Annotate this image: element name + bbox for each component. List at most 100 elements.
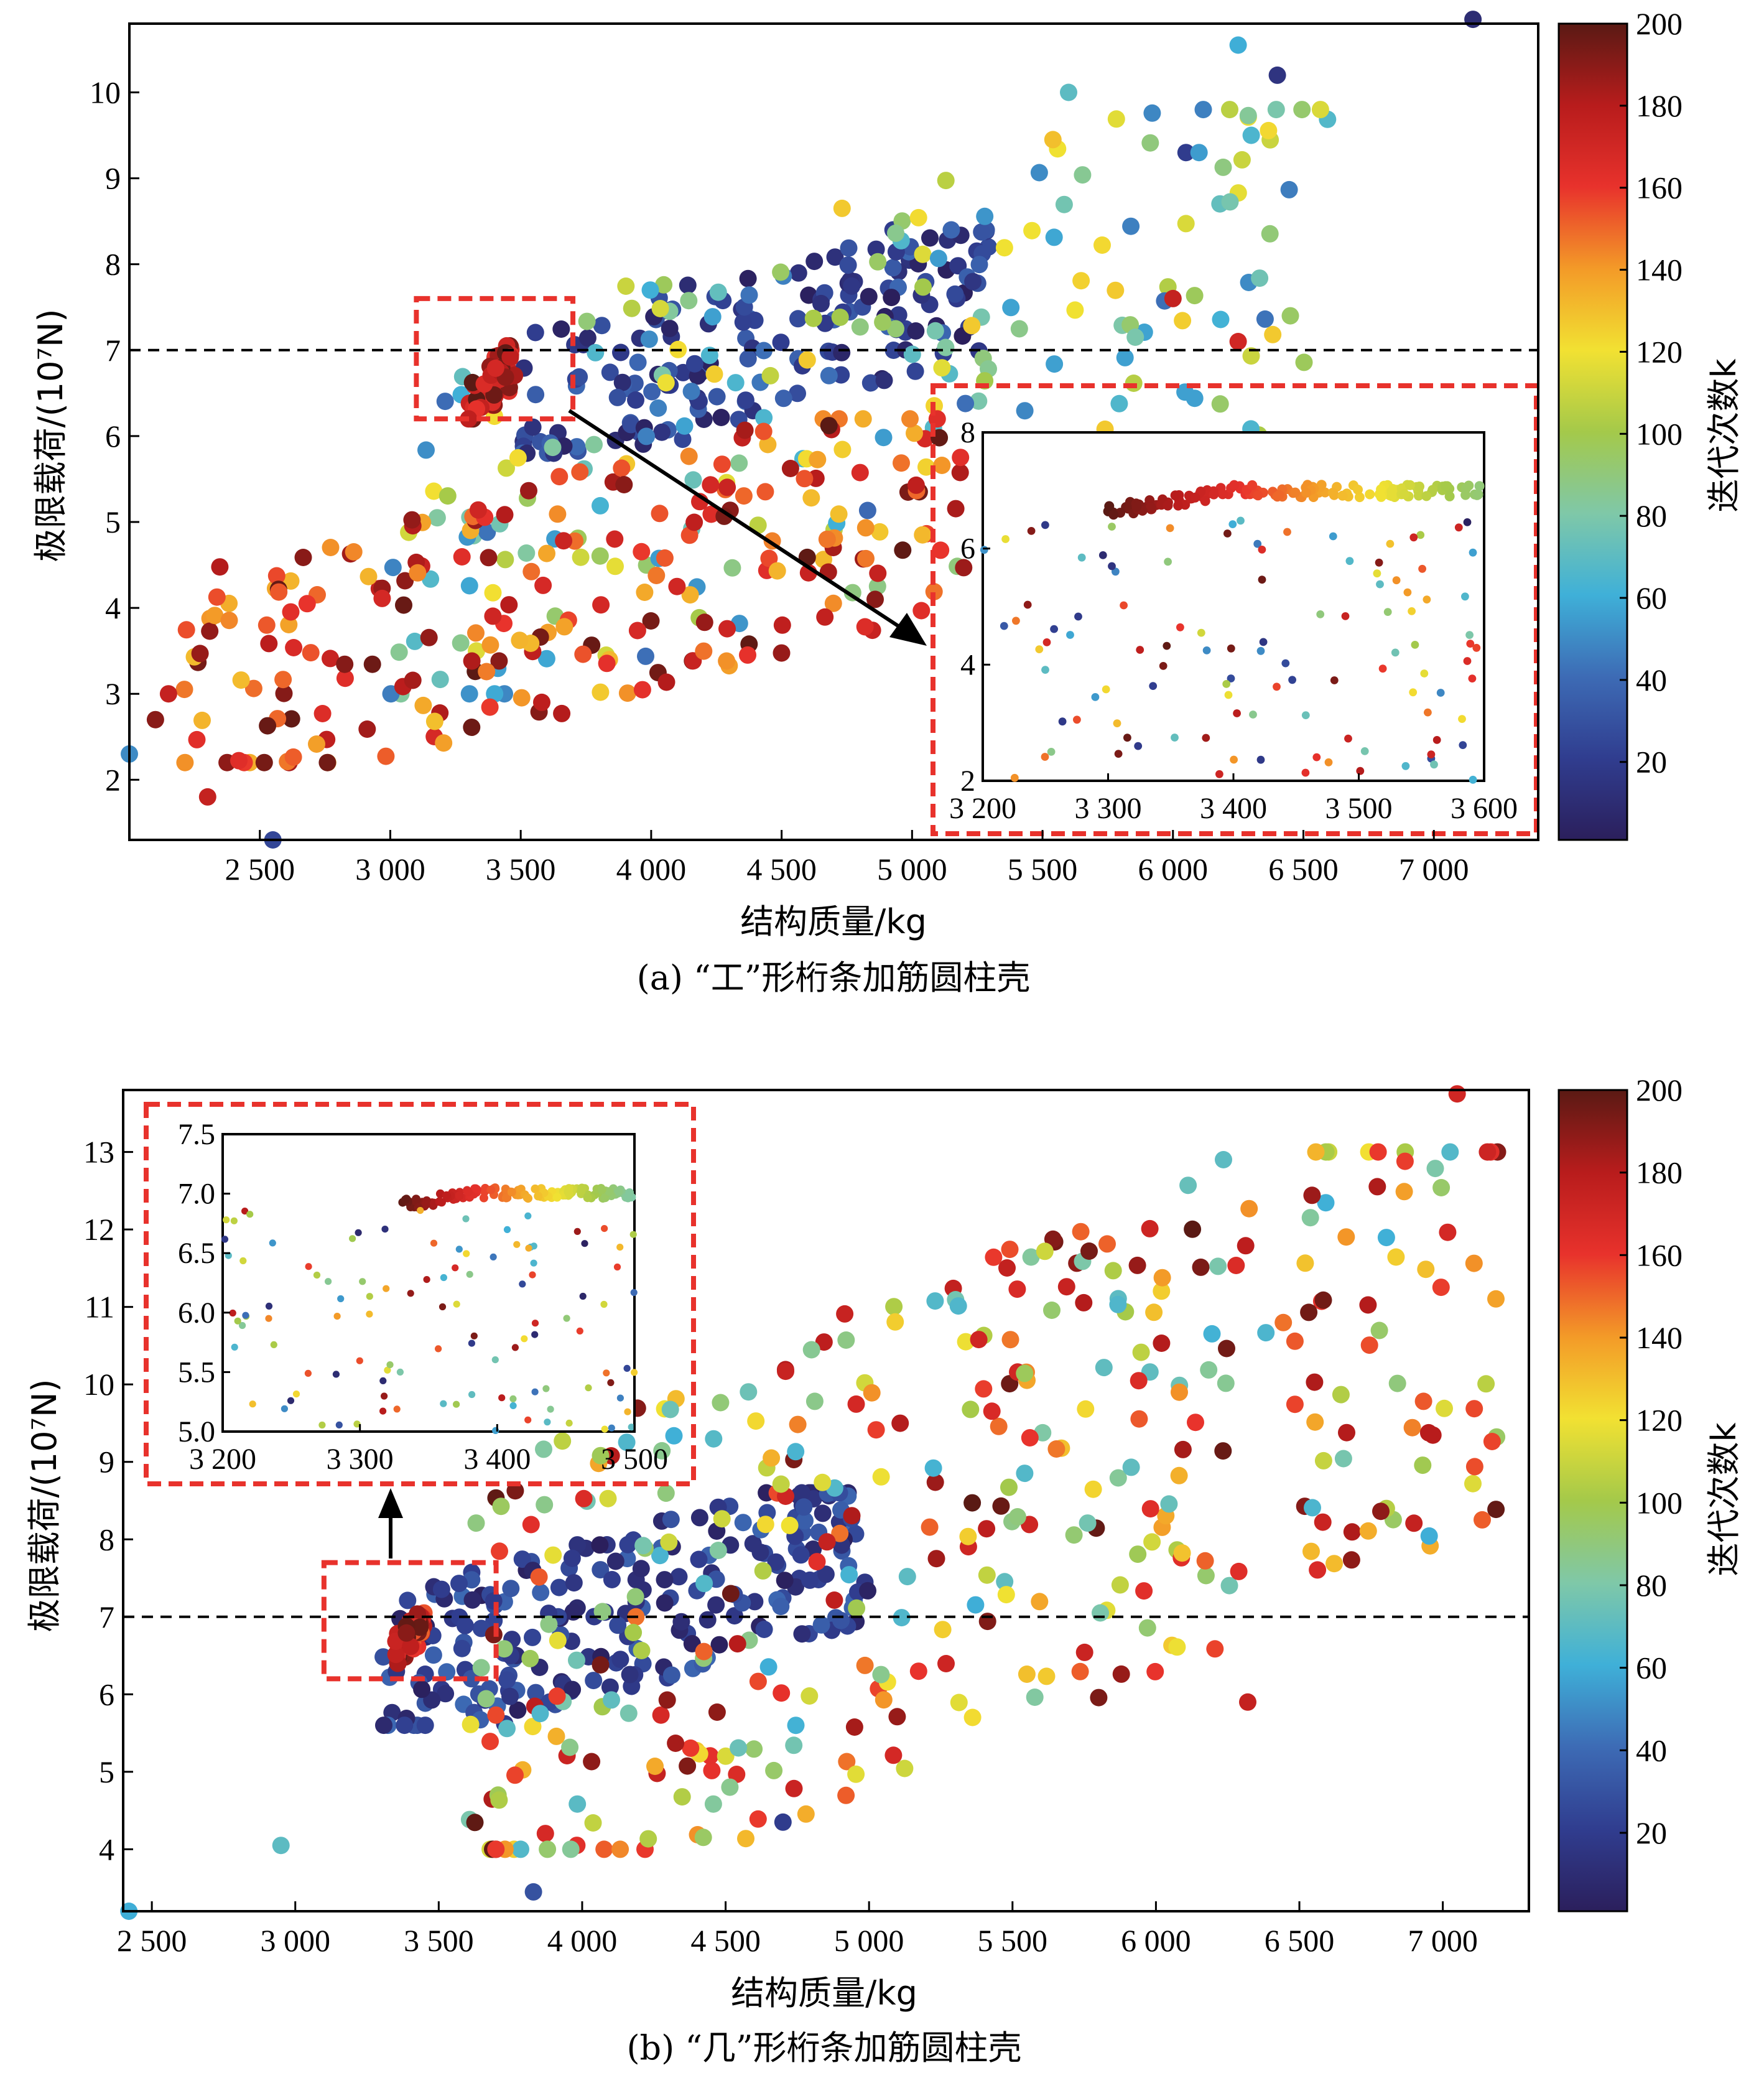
data-point <box>606 557 624 575</box>
colorbar-tick-label: 20 <box>1636 1815 1667 1850</box>
inset-y-tick-label: 5.5 <box>178 1356 215 1389</box>
data-point <box>886 1313 904 1331</box>
inset-data-point <box>1001 535 1010 543</box>
inset-data-point <box>1228 520 1237 528</box>
inset-data-point <box>241 1208 249 1215</box>
y-tick-label: 8 <box>105 247 121 282</box>
data-point <box>955 559 973 577</box>
inset-data-point <box>498 1394 506 1402</box>
data-point <box>521 1649 539 1667</box>
data-point <box>801 1687 819 1705</box>
inset-data-point <box>1473 489 1483 500</box>
inset-data-point <box>534 1191 543 1201</box>
data-point <box>611 1651 629 1669</box>
data-point <box>909 1662 927 1680</box>
data-point <box>802 1341 820 1359</box>
inset-data-point <box>531 1388 539 1395</box>
data-point <box>1128 1256 1146 1274</box>
inset-data-point <box>597 1185 606 1195</box>
inset-data-point <box>1283 528 1291 536</box>
data-point <box>985 1248 1003 1266</box>
data-point <box>875 371 893 389</box>
data-point <box>491 1542 508 1560</box>
data-point <box>498 1720 516 1738</box>
inset-data-point <box>544 1418 551 1426</box>
inset-data-point <box>607 1379 615 1386</box>
data-point <box>773 616 791 634</box>
data-point <box>884 1746 903 1764</box>
inset-data-point <box>524 1416 532 1423</box>
data-point <box>728 1766 746 1783</box>
data-point <box>705 365 723 383</box>
inset-data-point <box>1427 485 1438 495</box>
inset-data-point <box>468 1391 476 1399</box>
data-point <box>921 229 939 247</box>
data-point <box>466 1814 484 1832</box>
data-point <box>651 505 669 523</box>
data-point <box>946 285 964 303</box>
data-point <box>749 1810 767 1828</box>
data-point <box>1000 1478 1018 1496</box>
data-point <box>534 576 552 594</box>
inset-data-point <box>1249 710 1257 719</box>
inset-data-point <box>1200 496 1210 506</box>
data-point <box>177 621 195 639</box>
data-point <box>767 1553 785 1571</box>
data-point <box>805 1392 824 1410</box>
data-point <box>568 438 586 456</box>
data-point <box>703 308 722 326</box>
arrow-a <box>568 409 927 646</box>
data-point <box>629 353 647 371</box>
inset-data-point <box>1066 631 1074 639</box>
data-point <box>282 710 300 728</box>
data-point <box>812 1616 830 1634</box>
data-point <box>636 584 654 601</box>
data-point <box>756 1516 774 1534</box>
x-axis-title-a: 结构质量/kg <box>740 902 927 941</box>
inset-data-point <box>1386 486 1397 496</box>
data-point <box>1215 1151 1232 1168</box>
inset-data-point <box>1209 489 1219 500</box>
data-point <box>1132 1343 1150 1361</box>
inset-data-point <box>547 1405 554 1413</box>
data-point <box>845 1718 863 1736</box>
inset-data-point <box>401 1195 410 1204</box>
data-point <box>623 299 641 317</box>
data-point <box>962 1400 980 1418</box>
data-point <box>637 647 654 665</box>
inset-data-point <box>442 1191 451 1200</box>
data-point <box>1203 1325 1221 1343</box>
inset-data-point <box>1190 492 1200 503</box>
inset-data-point <box>1424 708 1432 717</box>
data-point <box>1030 164 1048 182</box>
inset-data-point <box>1042 638 1051 646</box>
data-point <box>1016 1465 1034 1483</box>
data-point <box>695 642 713 660</box>
data-point <box>887 224 904 242</box>
data-point <box>1153 1335 1171 1352</box>
data-point <box>1071 1662 1089 1680</box>
inset-y-tick-label: 5.0 <box>178 1415 215 1448</box>
inset-data-point <box>265 1302 273 1310</box>
data-point <box>612 343 629 361</box>
inset-frame-a <box>931 383 1539 836</box>
data-point <box>285 639 303 656</box>
data-point <box>336 655 354 673</box>
data-point <box>193 711 211 729</box>
colorbar-tick-label: 100 <box>1636 1485 1683 1520</box>
inset-data-point <box>1134 742 1143 750</box>
data-point <box>298 595 316 613</box>
data-point <box>627 391 644 409</box>
data-point <box>432 1580 450 1598</box>
data-point <box>1060 83 1077 101</box>
x-tick-label: 3 000 <box>260 1923 330 1958</box>
inset-x-tick-label: 3 400 <box>1200 792 1267 825</box>
data-point <box>1141 1500 1159 1518</box>
data-point <box>661 1400 679 1418</box>
data-point <box>891 1414 909 1432</box>
data-point <box>707 1596 725 1614</box>
data-point <box>452 634 470 652</box>
data-point <box>550 1578 568 1596</box>
data-point <box>524 418 542 436</box>
data-point <box>1008 1280 1026 1298</box>
